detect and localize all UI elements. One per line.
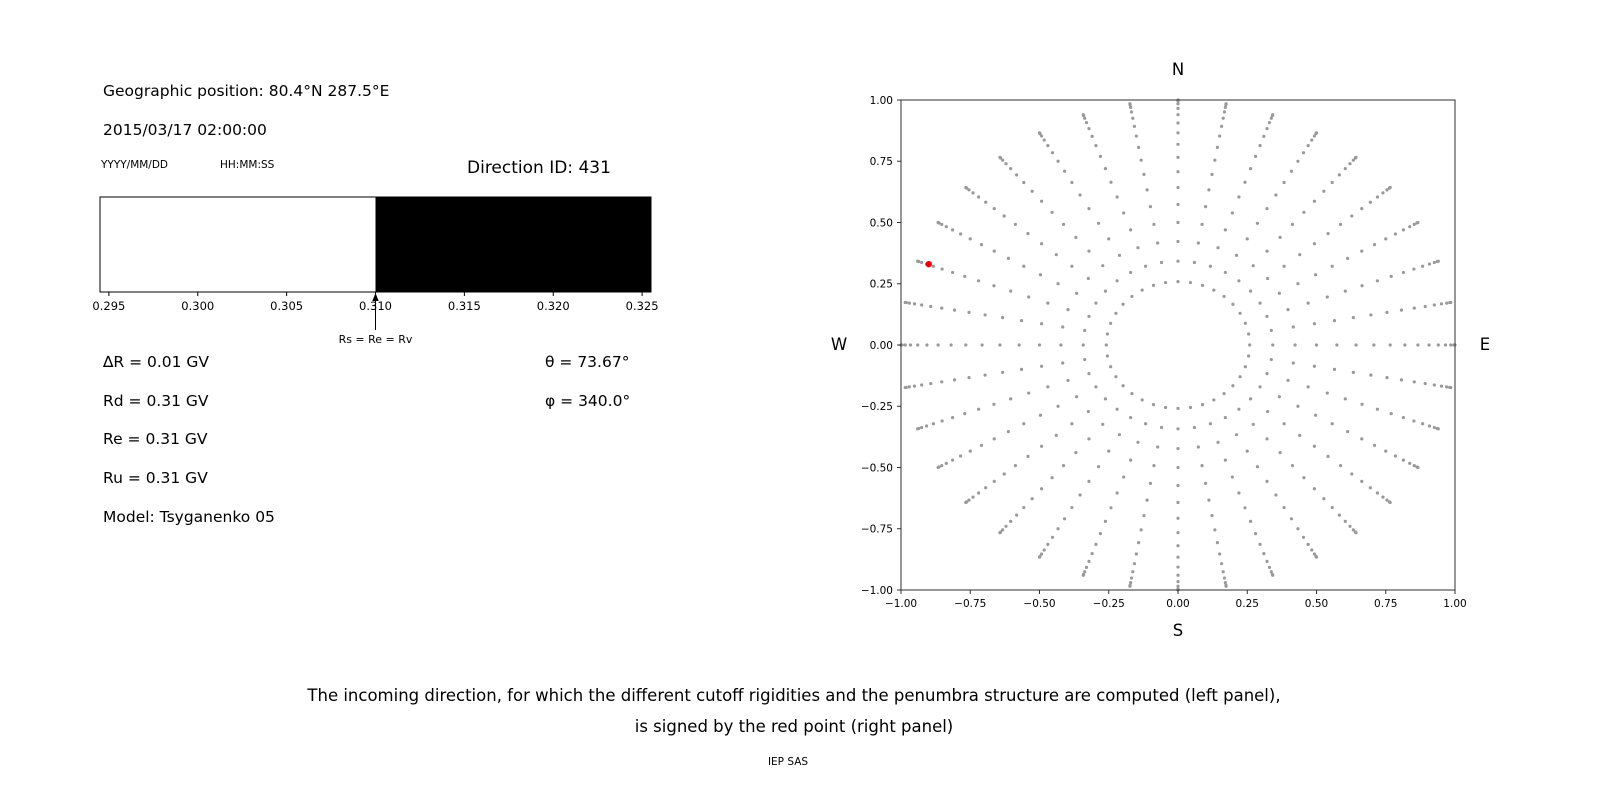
compass-west-label: W xyxy=(831,335,847,354)
svg-text:0.50: 0.50 xyxy=(1305,598,1328,610)
model-label: Model: Tsyganenko 05 xyxy=(103,508,275,526)
svg-text:0.300: 0.300 xyxy=(181,299,214,313)
svg-text:−0.75: −0.75 xyxy=(954,598,986,610)
compass-north-label: N xyxy=(1172,60,1184,79)
compass-labels: N S W E xyxy=(831,60,1490,640)
caption-line-2: is signed by the red point (right panel) xyxy=(634,717,954,736)
svg-text:0.00: 0.00 xyxy=(870,340,893,352)
svg-text:0.305: 0.305 xyxy=(270,299,303,313)
svg-text:0.25: 0.25 xyxy=(1236,598,1259,610)
svg-text:0.75: 0.75 xyxy=(1374,598,1397,610)
time-format-label: HH:MM:SS xyxy=(220,159,275,171)
svg-text:0.75: 0.75 xyxy=(870,156,893,168)
datetime-value: 2015/03/17 02:00:00 xyxy=(103,121,267,139)
caption-line-1: The incoming direction, for which the di… xyxy=(307,686,1281,705)
svg-text:1.00: 1.00 xyxy=(870,95,893,107)
credit-label: IEP SAS xyxy=(767,756,809,768)
svg-text:−0.25: −0.25 xyxy=(861,401,893,413)
svg-text:−0.50: −0.50 xyxy=(861,462,893,474)
direction-plot: −1.00 −0.75 −0.50 −0.25 0.00 0.25 0.50 0.75 1.00… xyxy=(831,60,1490,640)
compass-east-label: E xyxy=(1480,335,1490,354)
compass-south-label: S xyxy=(1173,621,1183,640)
plot-box xyxy=(900,99,1456,591)
svg-text:0.325: 0.325 xyxy=(626,299,659,313)
re-value: Re = 0.31 GV xyxy=(103,430,208,448)
rd-value: Rd = 0.31 GV xyxy=(103,392,209,410)
direction-id: Direction ID: 431 xyxy=(467,158,611,178)
svg-text:0.320: 0.320 xyxy=(537,299,570,313)
svg-text:0.00: 0.00 xyxy=(1166,598,1189,610)
svg-text:0.295: 0.295 xyxy=(92,299,125,313)
x-ticks: −1.00 −0.75 −0.50 −0.25 0.00 0.25 0.50 0.75 1.00 xyxy=(885,590,1467,610)
direction-grid-points xyxy=(899,98,1457,592)
penumbra-segments xyxy=(100,197,651,292)
svg-text:−1.00: −1.00 xyxy=(885,598,917,610)
theta-value: θ = 73.67° xyxy=(545,353,630,371)
penumbra-x-ticks: 0.295 0.300 0.305 0.310 0.315 0.320 0.325 xyxy=(92,292,659,313)
selected-direction-point xyxy=(925,260,932,268)
svg-text:−0.75: −0.75 xyxy=(861,524,893,536)
marker-arrowhead xyxy=(372,293,379,301)
svg-text:−1.00: −1.00 xyxy=(861,585,893,597)
marker-label: Rs = Re = Rv xyxy=(339,333,413,346)
y-ticks: 1.00 0.75 0.50 0.25 0.00 −0.25 −0.50 −0.75 −1.00 xyxy=(861,95,901,597)
geographic-position: Geographic position: 80.4°N 287.5°E xyxy=(103,82,390,100)
svg-text:0.25: 0.25 xyxy=(870,279,893,291)
svg-text:1.00: 1.00 xyxy=(1443,598,1466,610)
svg-text:−0.25: −0.25 xyxy=(1093,598,1125,610)
ru-value: Ru = 0.31 GV xyxy=(103,469,208,487)
svg-text:0.315: 0.315 xyxy=(448,299,481,313)
svg-text:−0.50: −0.50 xyxy=(1023,598,1055,610)
date-format-label: YYYY/MM/DD xyxy=(101,159,169,171)
delta-r-value: ∆R = 0.01 GV xyxy=(103,353,210,371)
phi-value: φ = 340.0° xyxy=(545,392,631,410)
svg-text:0.50: 0.50 xyxy=(870,217,893,229)
